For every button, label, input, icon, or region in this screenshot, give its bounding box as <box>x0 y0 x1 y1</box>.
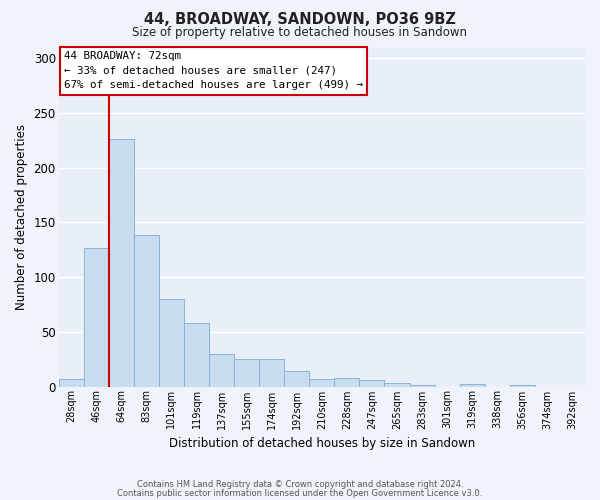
Bar <box>259 359 284 386</box>
Bar <box>83 248 109 386</box>
Bar <box>309 379 334 386</box>
Bar <box>385 383 410 386</box>
Bar <box>134 234 159 386</box>
Text: Contains HM Land Registry data © Crown copyright and database right 2024.: Contains HM Land Registry data © Crown c… <box>137 480 463 489</box>
Bar <box>460 384 485 386</box>
Bar <box>334 378 359 386</box>
Text: Size of property relative to detached houses in Sandown: Size of property relative to detached ho… <box>133 26 467 39</box>
Bar <box>109 140 134 386</box>
Bar <box>359 380 385 386</box>
Bar <box>284 371 309 386</box>
Bar <box>209 354 234 386</box>
Bar <box>184 323 209 386</box>
X-axis label: Distribution of detached houses by size in Sandown: Distribution of detached houses by size … <box>169 437 475 450</box>
Text: 44 BROADWAY: 72sqm
← 33% of detached houses are smaller (247)
67% of semi-detach: 44 BROADWAY: 72sqm ← 33% of detached hou… <box>64 51 363 90</box>
Bar <box>234 359 259 386</box>
Bar <box>159 299 184 386</box>
Text: 44, BROADWAY, SANDOWN, PO36 9BZ: 44, BROADWAY, SANDOWN, PO36 9BZ <box>144 12 456 28</box>
Y-axis label: Number of detached properties: Number of detached properties <box>15 124 28 310</box>
Text: Contains public sector information licensed under the Open Government Licence v3: Contains public sector information licen… <box>118 488 482 498</box>
Bar <box>59 379 83 386</box>
